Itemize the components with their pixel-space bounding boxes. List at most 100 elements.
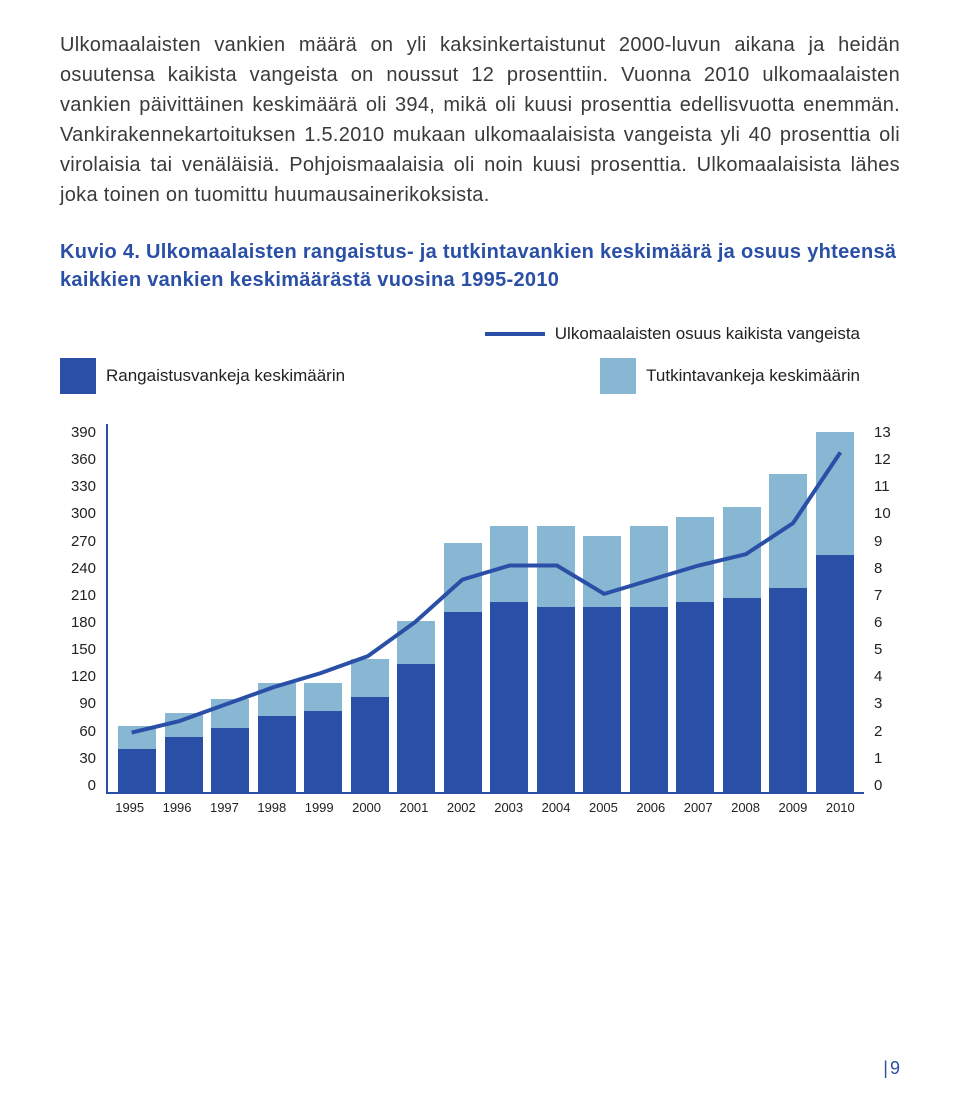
bar-segment-tutkinta <box>444 543 482 611</box>
bar-segment-tutkinta <box>537 526 575 607</box>
y-left-tick: 90 <box>60 695 96 712</box>
bar-column <box>444 543 482 792</box>
bar-column <box>397 621 435 792</box>
x-tick: 1999 <box>305 800 334 815</box>
y-right-tick: 8 <box>874 560 900 577</box>
bar-segment-rangaistus <box>583 607 621 792</box>
y-right-tick: 4 <box>874 668 900 685</box>
bar-segment-tutkinta <box>769 474 807 588</box>
bar-column <box>211 699 249 792</box>
y-left-tick: 330 <box>60 478 96 495</box>
bar-segment-rangaistus <box>165 737 203 792</box>
bar-segment-rangaistus <box>769 588 807 792</box>
bar-segment-rangaistus <box>211 728 249 793</box>
y-left-tick: 30 <box>60 750 96 767</box>
y-left-tick: 60 <box>60 723 96 740</box>
y-right-tick: 9 <box>874 533 900 550</box>
y-left-tick: 150 <box>60 641 96 658</box>
y-right-tick: 5 <box>874 641 900 658</box>
y-right-tick: 6 <box>874 614 900 631</box>
x-tick: 2008 <box>731 800 760 815</box>
y-left-tick: 240 <box>60 560 96 577</box>
bar-segment-tutkinta <box>397 621 435 664</box>
y-right-tick: 2 <box>874 723 900 740</box>
bar-segment-tutkinta <box>723 507 761 597</box>
x-tick: 1996 <box>163 800 192 815</box>
x-tick: 2004 <box>542 800 571 815</box>
bars-container <box>108 424 864 792</box>
y-right-tick: 10 <box>874 505 900 522</box>
bar-segment-rangaistus <box>723 598 761 792</box>
x-tick: 1995 <box>115 800 144 815</box>
bar-segment-rangaistus <box>676 602 714 792</box>
bar-segment-rangaistus <box>351 697 389 792</box>
bar-segment-rangaistus <box>304 711 342 792</box>
bar-column <box>304 683 342 792</box>
bar-column <box>816 432 854 793</box>
legend-bar2-label: Tutkintavankeja keskimäärin <box>646 366 860 386</box>
bar-column <box>258 683 296 792</box>
bar-column <box>769 474 807 792</box>
bar-segment-tutkinta <box>630 526 668 607</box>
y-left-tick: 390 <box>60 424 96 441</box>
y-left-tick: 0 <box>60 777 96 794</box>
y-right-tick: 12 <box>874 451 900 468</box>
y-left-tick: 270 <box>60 533 96 550</box>
x-tick: 2010 <box>826 800 855 815</box>
x-tick: 2007 <box>684 800 713 815</box>
bar-segment-tutkinta <box>118 726 156 750</box>
y-left-axis: 3903603303002702402101801501209060300 <box>60 424 96 794</box>
x-tick: 2006 <box>636 800 665 815</box>
x-tick: 2002 <box>447 800 476 815</box>
bar-column <box>165 713 203 792</box>
y-left-tick: 300 <box>60 505 96 522</box>
bar-segment-tutkinta <box>165 713 203 737</box>
x-tick: 2001 <box>399 800 428 815</box>
bar-segment-rangaistus <box>537 607 575 792</box>
chart-legend: Ulkomaalaisten osuus kaikista vangeista … <box>60 324 900 394</box>
y-right-tick: 11 <box>874 478 900 495</box>
y-left-tick: 210 <box>60 587 96 604</box>
bar-segment-tutkinta <box>490 526 528 602</box>
x-axis: 1995199619971998199920002001200220032004… <box>106 800 864 815</box>
bar-segment-tutkinta <box>211 699 249 727</box>
x-tick: 2000 <box>352 800 381 815</box>
figure-title: Kuvio 4. Ulkomaalaisten rangaistus- ja t… <box>60 238 900 294</box>
bar-segment-tutkinta <box>258 683 296 716</box>
bar-column <box>723 507 761 792</box>
bar-segment-tutkinta <box>676 517 714 602</box>
bar-segment-rangaistus <box>816 555 854 792</box>
legend-dark-swatch <box>60 358 96 394</box>
legend-light-swatch <box>600 358 636 394</box>
y-right-tick: 0 <box>874 777 900 794</box>
bar-column <box>118 726 156 792</box>
x-tick: 2009 <box>778 800 807 815</box>
bar-column <box>537 526 575 792</box>
page-number-bar: | <box>883 1058 888 1078</box>
bar-column <box>630 526 668 792</box>
bar-segment-rangaistus <box>630 607 668 792</box>
x-tick: 2003 <box>494 800 523 815</box>
legend-bar1-label: Rangaistusvankeja keskimäärin <box>106 366 345 386</box>
legend-line-item: Ulkomaalaisten osuus kaikista vangeista <box>485 324 860 344</box>
bar-column <box>351 659 389 792</box>
y-right-tick: 3 <box>874 695 900 712</box>
legend-line-label: Ulkomaalaisten osuus kaikista vangeista <box>555 324 860 344</box>
bar-segment-rangaistus <box>258 716 296 792</box>
y-right-tick: 7 <box>874 587 900 604</box>
legend-bar1-item: Rangaistusvankeja keskimäärin <box>60 358 345 394</box>
bar-segment-tutkinta <box>816 432 854 555</box>
bar-segment-rangaistus <box>444 612 482 792</box>
bar-segment-rangaistus <box>118 749 156 792</box>
bar-column <box>676 517 714 792</box>
y-right-tick: 1 <box>874 750 900 767</box>
legend-bar2-item: Tutkintavankeja keskimäärin <box>600 358 860 394</box>
chart: 3903603303002702402101801501209060300 13… <box>60 424 900 854</box>
page-number-value: 9 <box>890 1058 900 1078</box>
y-right-axis: 131211109876543210 <box>874 424 900 794</box>
body-paragraph-1: Ulkomaalaisten vankien määrä on yli kaks… <box>60 30 900 210</box>
x-tick: 1998 <box>257 800 286 815</box>
bar-column <box>583 536 621 792</box>
bar-segment-rangaistus <box>397 664 435 792</box>
page-number: |9 <box>883 1058 900 1079</box>
